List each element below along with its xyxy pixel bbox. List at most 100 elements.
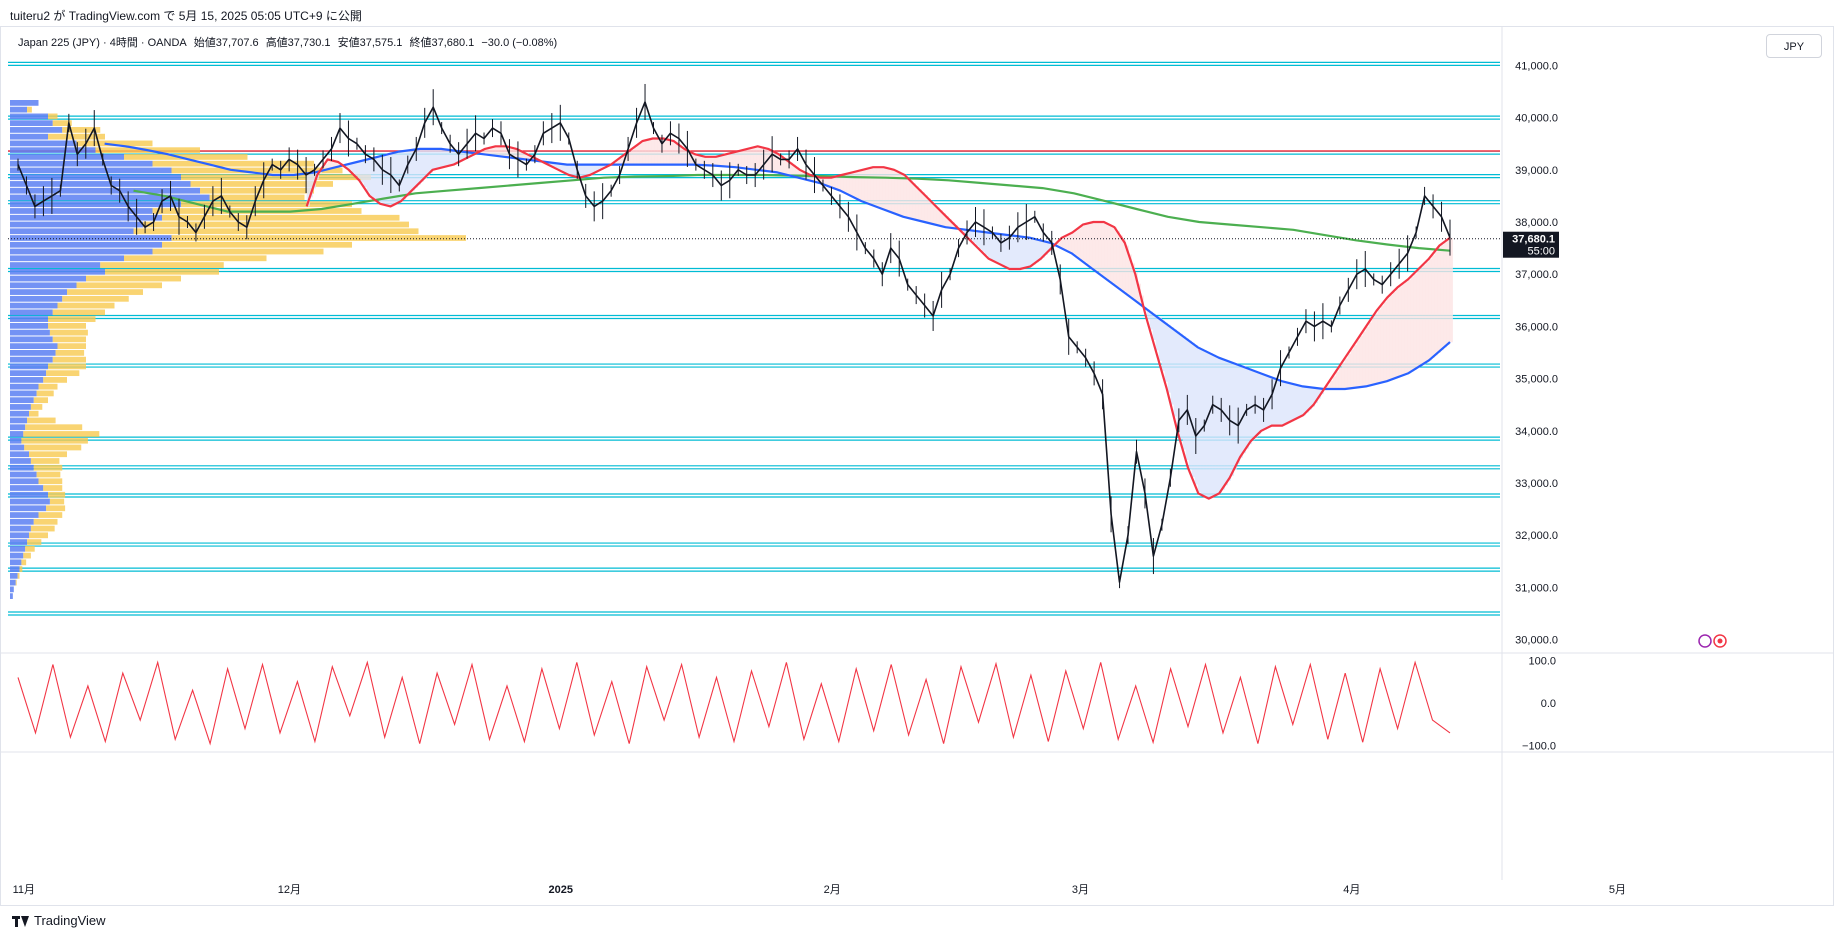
volume-profile-down-bar — [100, 262, 224, 268]
ma-band-fill — [1095, 222, 1099, 272]
volume-profile-down-bar — [30, 458, 60, 464]
ma-band-fill — [624, 154, 628, 165]
ma-band-fill — [1158, 318, 1162, 361]
ma-band-fill — [924, 195, 928, 223]
price-tick-label: 31,000.0 — [1515, 582, 1558, 594]
ma-band-fill — [594, 164, 598, 173]
volume-profile-up-bar — [10, 302, 58, 309]
ma-band-fill — [402, 151, 406, 200]
volume-profile-down-bar — [52, 120, 72, 127]
ma-band-fill — [948, 218, 952, 228]
ma-band-fill — [900, 173, 904, 216]
ma-band-fill — [1290, 383, 1294, 422]
ma-band-fill — [438, 148, 442, 169]
volume-profile-down-bar — [162, 214, 400, 221]
ma-band-fill — [573, 164, 577, 177]
ma-band-fill — [1110, 225, 1114, 283]
volume-profile-up-bar — [10, 309, 53, 316]
volume-profile-up-bar — [10, 593, 13, 599]
ma-band-fill — [801, 170, 805, 179]
ma-band-fill — [978, 231, 982, 249]
ma-band-fill — [1242, 366, 1246, 454]
ma-band-fill — [1239, 365, 1243, 458]
volume-profile-up-bar — [10, 383, 39, 390]
ma-band-fill — [1116, 230, 1120, 287]
volume-profile-up-bar — [10, 572, 18, 579]
volume-profile-down-bar — [52, 309, 105, 316]
ma-band-fill — [1074, 230, 1078, 256]
ma-band-fill — [741, 150, 745, 169]
ma-band-fill — [1098, 222, 1102, 274]
ma-band-fill — [837, 176, 841, 190]
ma-band-fill — [390, 153, 394, 207]
legend-symbol[interactable]: Japan 225 (JPY) · 4時間 · OANDA — [18, 37, 187, 49]
ma-band-fill — [1341, 362, 1345, 390]
volume-profile-up-bar — [10, 106, 28, 113]
ma-band-fill — [1023, 236, 1027, 269]
ma-band-fill — [1176, 331, 1180, 429]
ma-band-fill — [684, 149, 688, 165]
ma-band-fill — [1434, 251, 1438, 356]
ma-band-fill — [891, 169, 895, 213]
volume-profile-down-bar — [27, 106, 32, 113]
volume-profile-down-bar — [57, 343, 86, 349]
ma-band-fill — [1296, 384, 1300, 419]
volume-profile-up-bar — [10, 329, 50, 336]
ma-band-fill — [702, 156, 706, 166]
ma-band-fill — [1224, 359, 1228, 486]
record-icon — [1713, 634, 1727, 648]
volume-profile-down-bar — [52, 356, 86, 363]
ma-band-fill — [1329, 380, 1333, 390]
volume-profile-up-bar — [10, 154, 124, 160]
ma-band-fill — [972, 230, 976, 243]
volume-profile-down-bar — [29, 532, 48, 539]
footer-brand: TradingView — [34, 913, 106, 928]
legend-low: 安値37,575.1 — [337, 37, 403, 49]
ma-band-fill — [1386, 298, 1390, 382]
ma-band-fill — [1440, 244, 1444, 351]
ma-band-fill — [921, 192, 925, 222]
tradingview-footer[interactable]: TradingView — [12, 913, 106, 928]
ma-band-fill — [579, 164, 583, 178]
time-tick-label: 2月 — [824, 884, 841, 896]
ma-band-fill — [621, 156, 625, 165]
volume-profile-up-bar — [10, 559, 22, 566]
price-tick-label: 35,000.0 — [1515, 374, 1558, 386]
oscillator-tick-label: −100.0 — [1522, 741, 1556, 753]
mid-ma-line — [104, 142, 1451, 391]
ma-band-fill — [888, 168, 892, 212]
ma-band-fill — [450, 150, 454, 166]
volume-profile-down-bar — [38, 383, 58, 390]
ma-band-fill — [894, 170, 898, 214]
ma-band-fill — [729, 153, 733, 167]
ma-band-fill — [630, 149, 634, 165]
volume-profile-up-bar — [10, 194, 210, 201]
volume-profile-down-bar — [76, 282, 162, 289]
ma-band-fill — [969, 230, 973, 240]
ma-band-fill — [381, 155, 385, 205]
ma-band-fill — [1014, 235, 1018, 269]
currency-button[interactable]: JPY — [1766, 34, 1822, 58]
volume-profile-down-bar — [27, 539, 42, 545]
ma-band-fill — [756, 146, 760, 170]
volume-profile-down-bar — [124, 255, 267, 262]
ma-band-fill — [453, 150, 457, 165]
ma-band-fill — [642, 141, 646, 165]
volume-profile-down-bar — [46, 370, 80, 377]
ma-band-fill — [333, 160, 337, 168]
ma-band-fill — [870, 167, 874, 205]
ma-band-fill — [852, 172, 856, 197]
time-tick-label: 2025 — [549, 884, 573, 896]
volume-profile-up-bar — [10, 295, 63, 302]
price-tick-label: 40,000.0 — [1515, 113, 1558, 125]
ma-band-fill — [873, 167, 877, 206]
ma-band-fill — [1047, 242, 1051, 252]
ma-band-fill — [1086, 223, 1090, 265]
ma-band-fill — [1428, 258, 1432, 361]
ma-band-fill — [1269, 376, 1273, 427]
volume-profile-up-bar — [10, 464, 34, 471]
volume-profile-down-bar — [30, 525, 55, 532]
ma-band-fill — [1068, 234, 1072, 252]
ma-band-fill — [1155, 315, 1159, 351]
